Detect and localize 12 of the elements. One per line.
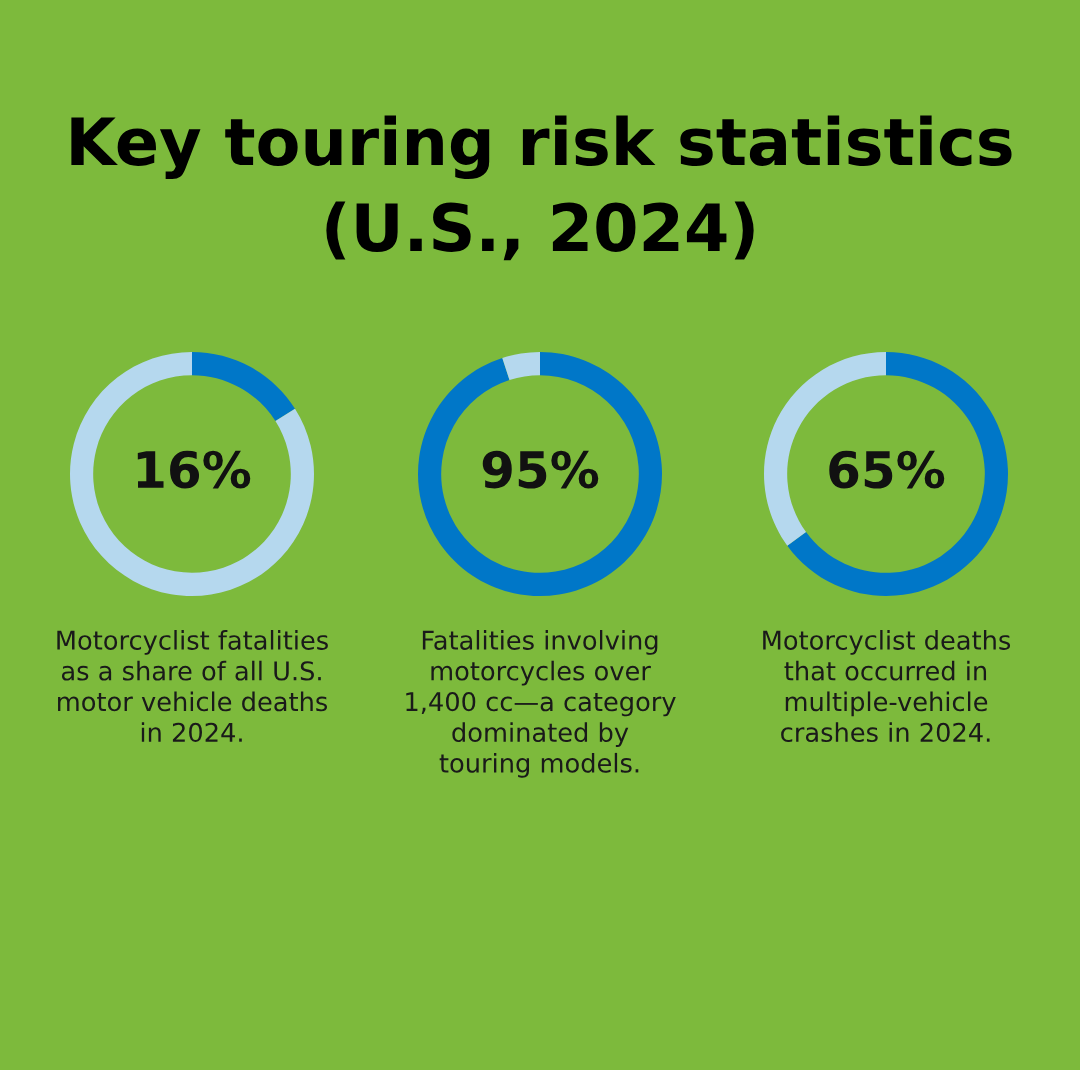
text: Motorcyclist deaths that occurred in multiple-vehicle crashes in 2024.	[763, 630, 1011, 743]
donut-slice	[787, 352, 1008, 596]
donut-slice	[418, 352, 662, 596]
text: Motorcyclist fatalities as a share of all U.S. motor vehicle deaths in 2024.	[57, 630, 328, 743]
data-label: 16%	[137, 450, 251, 489]
text: Fatalities involving motorcycles over 1,400 cc—a category dominated by touring models.	[406, 630, 676, 778]
donut-slice	[192, 352, 296, 422]
data-label: 95%	[482, 450, 599, 489]
donut-slice	[70, 352, 314, 596]
text: Key touring risk statistics (U.S., 2024)	[71, 115, 1012, 261]
data-label: 65%	[829, 450, 945, 489]
donut-slice	[502, 352, 540, 381]
